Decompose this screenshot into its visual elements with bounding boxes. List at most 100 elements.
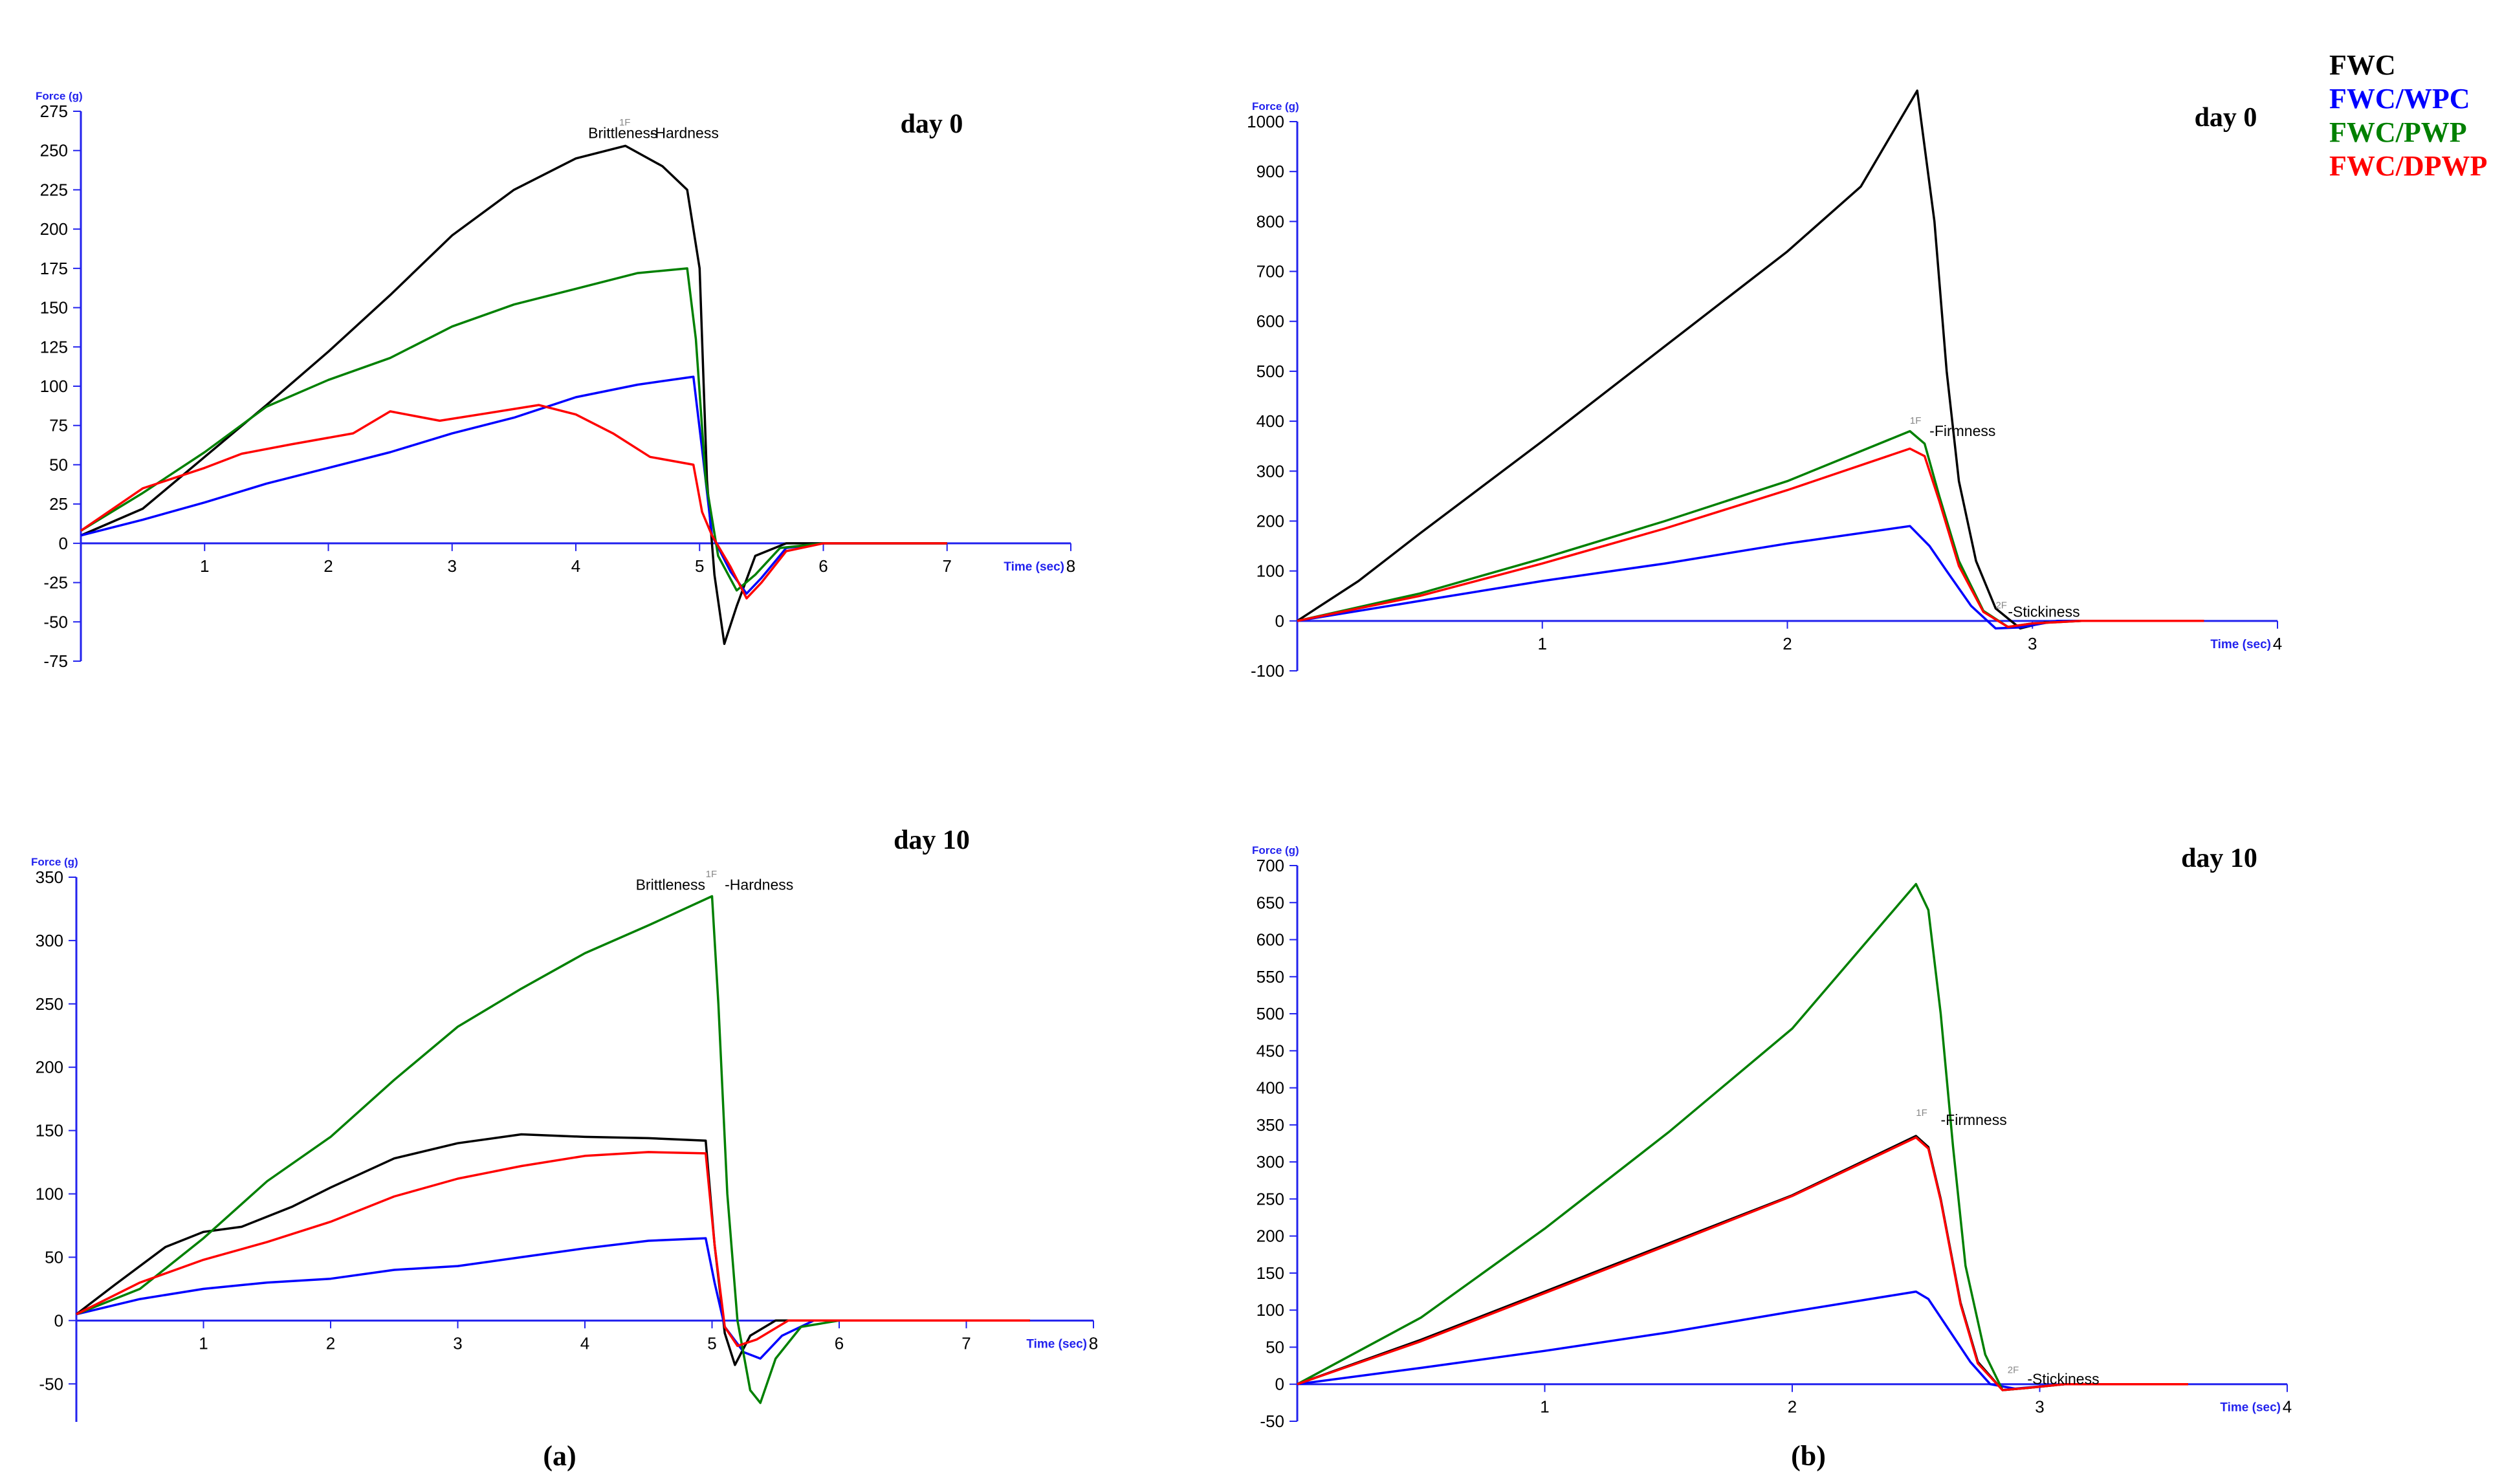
annotation-label: Brittleness xyxy=(588,124,657,141)
x-tick-label: 5 xyxy=(695,556,704,576)
y-tick-label: 175 xyxy=(40,259,68,278)
series-line-fwc-wpc xyxy=(76,1237,1030,1360)
x-axis-title: Time (sec) xyxy=(1004,560,1064,574)
x-axis-title: Time (sec) xyxy=(2220,1401,2281,1415)
y-tick-label: 300 xyxy=(1256,461,1284,481)
y-tick-label: 900 xyxy=(1256,162,1284,181)
annotation-label: -Firmness xyxy=(1941,1111,2007,1128)
series-line-fwc-wpc xyxy=(80,375,947,595)
series-line-fwc-dpwp xyxy=(1297,1136,2188,1391)
y-tick-label: 50 xyxy=(49,455,68,474)
y-tick-label: 150 xyxy=(40,298,68,318)
annotation-label: -Hardness xyxy=(725,877,793,893)
legend: FWC FWC/WPC FWC/PWP FWC/DPWP xyxy=(2329,49,2487,182)
annotation-label: -Hardness xyxy=(650,124,719,141)
y-tick-label: 300 xyxy=(36,931,63,950)
y-tick-label: 700 xyxy=(1256,262,1284,281)
x-axis-title: Time (sec) xyxy=(2210,638,2271,651)
y-tick-label: 0 xyxy=(1275,611,1284,631)
x-tick-label: 6 xyxy=(818,556,828,576)
x-tick-label: 2 xyxy=(1788,1397,1797,1417)
y-tick-label: 100 xyxy=(1256,562,1284,581)
y-tick-label: 600 xyxy=(1256,930,1284,950)
x-tick-label: 8 xyxy=(1089,1333,1098,1353)
x-tick-label: 6 xyxy=(835,1333,844,1353)
x-tick-label: 5 xyxy=(707,1333,716,1353)
y-tick-label: 0 xyxy=(59,534,68,553)
x-tick-label: 8 xyxy=(1066,556,1075,576)
y-tick-label: 650 xyxy=(1256,893,1284,912)
y-tick-label: 300 xyxy=(1256,1152,1284,1172)
y-tick-label: 50 xyxy=(45,1247,63,1267)
x-tick-label: 1 xyxy=(1540,1397,1549,1417)
legend-item-fwc-dpwp: FWC/DPWP xyxy=(2329,150,2487,182)
y-tick-label: 100 xyxy=(1256,1300,1284,1320)
y-tick-label: 450 xyxy=(1256,1041,1284,1060)
y-tick-label: 100 xyxy=(36,1184,63,1204)
y-axis-title: Force (g) xyxy=(1252,100,1299,113)
caption-a: (a) xyxy=(543,1440,576,1472)
series-line-fwc-pwp xyxy=(80,267,947,592)
y-tick-label: 1000 xyxy=(1247,112,1284,131)
y-tick-label: -75 xyxy=(43,651,68,671)
y-tick-label: 150 xyxy=(36,1121,63,1140)
annotation-label: -Stickiness xyxy=(2008,604,2080,620)
y-tick-label: 350 xyxy=(1256,1115,1284,1135)
y-tick-label: 400 xyxy=(1256,411,1284,431)
y-tick-label: 125 xyxy=(40,337,68,356)
y-tick-label: 200 xyxy=(1256,1227,1284,1246)
y-tick-label: 75 xyxy=(49,416,68,435)
x-tick-label: 2 xyxy=(324,556,333,576)
x-tick-label: 4 xyxy=(571,556,580,576)
y-tick-label: 150 xyxy=(1256,1263,1284,1283)
x-tick-label: 4 xyxy=(580,1333,589,1353)
y-tick-label: -50 xyxy=(1260,1412,1284,1431)
x-tick-label: 2 xyxy=(326,1333,335,1353)
x-tick-label: 1 xyxy=(200,556,209,576)
y-tick-label: 800 xyxy=(1256,212,1284,231)
x-tick-label: 7 xyxy=(943,556,952,576)
annotation-label: 1F xyxy=(1916,1108,1927,1118)
y-tick-label: 0 xyxy=(54,1311,63,1330)
legend-item-fwc-wpc: FWC/WPC xyxy=(2329,83,2470,115)
day-label: day 0 xyxy=(901,109,963,139)
chart-a-day0: 2752502252001751501251007550250-25-50-75… xyxy=(36,90,1075,671)
annotation-label: 1F xyxy=(1910,415,1922,426)
x-tick-label: 2 xyxy=(1783,634,1792,653)
y-tick-label: -50 xyxy=(43,612,68,631)
series-line-fwc-dpwp xyxy=(80,404,947,600)
x-tick-label: 7 xyxy=(961,1333,971,1353)
annotation-label: Brittleness xyxy=(636,877,705,893)
y-tick-label: 225 xyxy=(40,180,68,199)
annotation-label: 1F xyxy=(706,869,718,880)
y-tick-label: 600 xyxy=(1256,312,1284,331)
series-line-fwc xyxy=(80,144,947,646)
y-tick-label: 350 xyxy=(36,867,63,887)
y-tick-label: 400 xyxy=(1256,1078,1284,1098)
y-tick-label: 250 xyxy=(36,994,63,1014)
x-tick-label: 3 xyxy=(448,556,457,576)
y-tick-label: 250 xyxy=(40,141,68,160)
y-tick-label: 500 xyxy=(1256,1004,1284,1023)
y-axis-title: Force (g) xyxy=(31,856,78,868)
y-axis-title: Force (g) xyxy=(36,90,83,102)
y-tick-label: 700 xyxy=(1256,856,1284,875)
y-tick-label: 200 xyxy=(1256,511,1284,530)
x-axis-title: Time (sec) xyxy=(1026,1337,1087,1351)
y-tick-label: 0 xyxy=(1275,1375,1284,1394)
y-tick-label: 50 xyxy=(1266,1337,1284,1357)
y-tick-label: 200 xyxy=(36,1058,63,1077)
day-label: day 10 xyxy=(2181,844,2257,873)
annotation-label: -Stickiness xyxy=(2027,1371,2099,1388)
y-tick-label: 275 xyxy=(40,102,68,121)
y-tick-label: 100 xyxy=(40,376,68,396)
caption-b: (b) xyxy=(1791,1440,1826,1472)
chart-a-day10: 350 300 250 200 150 100 50 0 -50 1 2 3 4 5 6 7 8 Force (g… xyxy=(31,825,1098,1422)
x-tick-label: 1 xyxy=(1538,634,1547,653)
annotation-label: 1F xyxy=(619,117,631,128)
day-label: day 10 xyxy=(894,825,970,855)
y-tick-label: -25 xyxy=(43,573,68,593)
